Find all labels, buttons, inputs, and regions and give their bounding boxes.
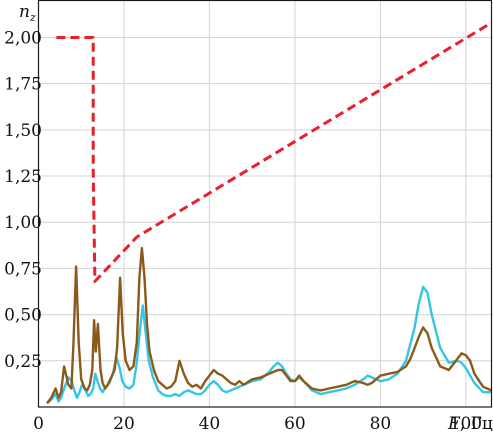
x-axis-label-var: F: [447, 414, 461, 434]
y-tick-label: 2,00: [4, 28, 42, 48]
series-line-3: [46, 246, 492, 405]
x-tick-label: 100: [450, 414, 482, 434]
x-tick-label: 20: [113, 414, 135, 434]
plot-frame: [37, 0, 493, 408]
x-axis-label: F, Гц: [447, 414, 493, 434]
y-tick-label: 1,75: [4, 75, 42, 95]
y-tick-label: 0,25: [4, 352, 42, 372]
series-line-1: [56, 21, 493, 283]
x-tick-label: 0: [33, 414, 44, 434]
x-tick-label: 80: [370, 414, 392, 434]
y-axis-label-var: n: [19, 2, 30, 22]
x-tick-label: 60: [284, 414, 306, 434]
x-axis-label-unit: , Гц: [460, 414, 493, 434]
y-axis-label-subscript: z: [29, 11, 36, 24]
y-tick-label: 1,25: [4, 167, 42, 187]
tick-labels: 0 20 40 60 80 100 0,25 0,50 0,75 1,00 1,25 1,50 1,75…: [4, 28, 482, 434]
series-layer: [46, 21, 493, 405]
y-tick-label: 0,75: [4, 259, 42, 279]
grid: [38, 0, 492, 407]
y-axis-label: nz: [19, 2, 36, 24]
y-tick-label: 1,00: [4, 213, 42, 233]
y-tick-label: 1,50: [4, 121, 42, 141]
y-tick-label: 0,50: [4, 306, 42, 326]
x-tick-label: 40: [199, 414, 221, 434]
series-line-2: [46, 285, 492, 405]
